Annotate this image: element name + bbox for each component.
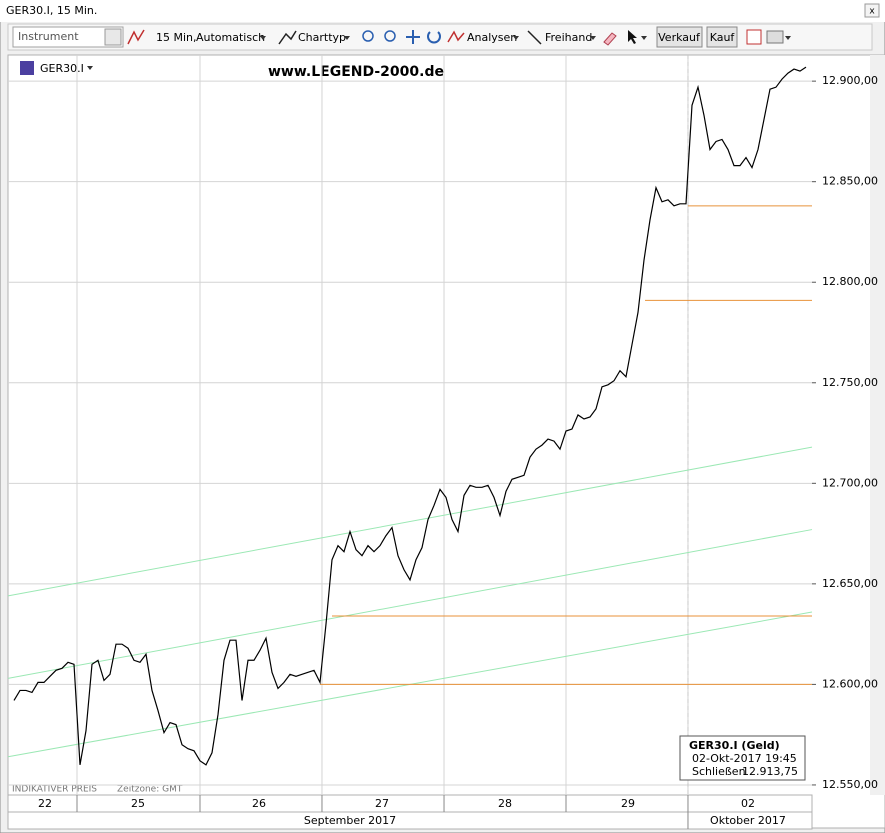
analysis[interactable]: Analysen [467,31,517,44]
icon-print[interactable] [766,30,784,44]
instrument-button[interactable] [104,28,122,46]
y-tick-label: 12.900,00 [822,74,878,87]
dropdown-arrow [641,36,647,40]
trendline [7,529,813,679]
y-tick-label: 12.800,00 [822,275,878,288]
chart-panel [7,54,885,829]
x-tick-label: 02 [741,797,755,810]
icon-zoom-out[interactable] [384,30,396,42]
chart-type[interactable]: Charttyp [298,31,346,44]
info-date: 02-Okt-2017 19:45 [692,752,797,765]
x-tick-label: 28 [498,797,512,810]
dropdown-arrow [590,36,596,40]
icon-cursor[interactable] [628,30,637,44]
mode[interactable]: Automatisch [196,31,265,44]
y-tick-label: 12.850,00 [822,175,878,188]
instrument-label[interactable]: GER30.I [40,62,84,75]
month-label: Oktober 2017 [710,814,786,827]
icon-charttype[interactable] [278,30,297,45]
info-value: 12.913,75 [742,765,798,778]
instrument-icon [20,61,34,75]
price-note: INDIKATIVER PREIS [12,785,97,795]
y-tick-label: 12.550,00 [822,778,878,791]
x-axis-months [7,811,813,830]
title-bar [0,0,885,22]
buy-button[interactable] [706,26,738,48]
dropdown-arrow [785,36,791,40]
x-tick-label: 27 [375,797,389,810]
dropdown-arrow [87,66,93,70]
icon-zoom-in[interactable] [362,30,374,42]
sell-label: Verkauf [658,31,701,44]
watermark: www.LEGEND-2000.de [268,64,444,80]
icon-analysis[interactable] [447,30,465,43]
price-line [13,66,807,766]
info-label: Schließen [692,765,746,778]
instrument-input[interactable] [12,26,124,48]
freehand[interactable]: Freihand [545,31,592,44]
trendline [7,446,813,597]
x-axis-days [7,794,813,813]
icon-freehand[interactable] [527,30,542,45]
buy-label: Kauf [710,31,736,44]
icon-eraser[interactable] [603,32,617,46]
x-tick-label: 22 [38,797,52,810]
y-tick-label: 12.750,00 [822,376,878,389]
close-icon: x [869,7,875,17]
x-tick-label: 25 [131,797,145,810]
info-title: GER30.I (Geld) [689,739,780,752]
instrument-placeholder: Instrument [18,30,79,43]
y-tick-label: 12.650,00 [822,577,878,590]
icon-indicators[interactable] [127,29,145,45]
x-tick-label: 26 [252,797,266,810]
close-button[interactable] [864,3,880,18]
month-label: September 2017 [304,814,396,827]
sell-button[interactable] [656,26,703,48]
icon-pan[interactable] [406,30,420,44]
info-box [679,735,806,781]
x-tick-label: 29 [621,797,635,810]
dropdown-arrow [344,36,350,40]
icon-reset[interactable] [427,31,441,44]
side-strip [870,55,885,795]
icon-window[interactable] [746,29,762,45]
dropdown-arrow [513,36,519,40]
timezone: Zeitzone: GMT [117,785,183,795]
dropdown-arrow [260,36,266,40]
y-tick-label: 12.600,00 [822,677,878,690]
window-title: GER30.I, 15 Min. [6,4,97,17]
y-tick-label: 12.700,00 [822,476,878,489]
interval[interactable]: 15 Min, [156,31,197,44]
